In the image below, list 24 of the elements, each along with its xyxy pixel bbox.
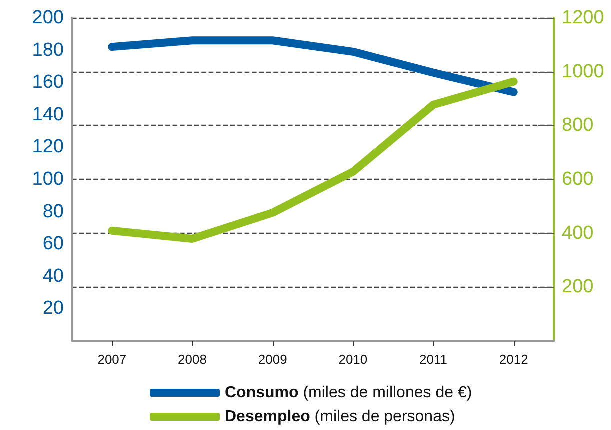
- y-tick-label: 20: [42, 298, 64, 320]
- y2-tick-label: 800: [562, 115, 594, 136]
- y-tick-label: 200: [32, 8, 64, 28]
- x-tick-label: 2008: [178, 352, 207, 367]
- x-tick-label: 2009: [258, 352, 288, 367]
- y2-tick-label: 200: [562, 276, 594, 298]
- y-tick-label: 140: [32, 104, 64, 126]
- y-tick-label: 180: [32, 40, 64, 61]
- x-tick-label: 2011: [420, 352, 448, 367]
- y2-tick-label: 1000: [562, 61, 604, 82]
- y-tick-label: 40: [42, 266, 64, 287]
- x-tick-label: 2010: [338, 352, 368, 367]
- x-tick-label: 2012: [499, 352, 528, 367]
- legend-label: Desempleo (miles de personas): [225, 408, 456, 426]
- y2-tick-label: 600: [562, 169, 594, 190]
- y-tick-label: 120: [32, 136, 64, 158]
- y-tick-label: 160: [32, 72, 64, 94]
- y-tick-label: 60: [42, 234, 64, 255]
- x-tick-label: 2007: [98, 352, 127, 367]
- y2-tick-label: 1200: [562, 8, 604, 28]
- y2-tick-label: 400: [562, 222, 594, 244]
- y-tick-label: 100: [32, 169, 64, 190]
- legend-label: Consumo (miles de millones de €): [225, 384, 472, 402]
- y-tick-label: 80: [42, 201, 64, 222]
